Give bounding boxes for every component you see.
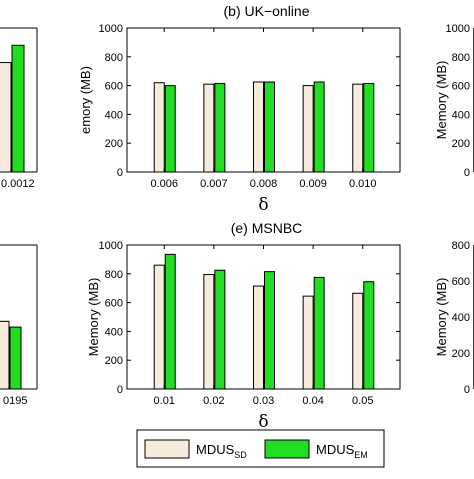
legend: MDUSSD MDUSEM xyxy=(136,429,385,468)
legend-label-em: MDUSEM xyxy=(316,442,368,460)
panel-1-title: (b) UK−online xyxy=(224,3,310,19)
panel-5-ytick-label: 800 xyxy=(452,240,470,252)
panel-2-ytick-label: 600 xyxy=(452,81,470,93)
panel-4-ylabel: Memory (MB) xyxy=(86,278,101,357)
legend-label-sd: MDUSSD xyxy=(196,442,247,460)
panel-3-bar-em xyxy=(9,326,22,390)
panel-1-xtick-label: 0.008 xyxy=(250,178,278,190)
panel-4-ytick-label: 600 xyxy=(105,298,123,310)
panel-1-xlabel: δ xyxy=(258,195,268,215)
panel-4-bar-sd xyxy=(153,264,165,390)
panel-5-ytick-label: 400 xyxy=(452,312,470,324)
panel-4-bar-sd xyxy=(203,274,215,390)
panel-2-ytick-label: 400 xyxy=(452,109,470,121)
panel-4-ytick-label: 200 xyxy=(105,355,123,367)
panel-4-xtick-label: 0.02 xyxy=(203,395,224,407)
panel-4-xtick-label: 0.01 xyxy=(154,395,175,407)
panel-4-bar-em xyxy=(264,271,275,390)
panel-1-bar-em xyxy=(264,81,275,173)
panel-0-xtick-label: 0.0012 xyxy=(1,178,35,190)
legend-swatch-em xyxy=(264,439,310,459)
panel-1-xtick-label: 0.006 xyxy=(150,178,178,190)
panel-1-ytick-label: 600 xyxy=(105,81,123,93)
panel-0-bar-sd xyxy=(0,62,12,173)
panel-1-bar-sd xyxy=(153,82,165,173)
panel-4-title: (e) MSNBC xyxy=(231,220,303,236)
panel-4-ytick-label: 400 xyxy=(105,326,123,338)
legend-label-sd-base: MDUS xyxy=(196,442,235,457)
panel-1-bar-sd xyxy=(203,83,215,173)
panel-4-bar-em xyxy=(214,269,226,390)
panel-1-ytick-label: 0 xyxy=(117,167,123,179)
panel-1-ytick-label: 1000 xyxy=(99,23,123,35)
panel-1-bar-em xyxy=(214,82,226,173)
panel-1-bar-sd xyxy=(253,81,264,173)
legend-label-em-base: MDUS xyxy=(316,442,355,457)
panel-4-bar-em xyxy=(363,281,375,390)
panel-1-ytick-label: 400 xyxy=(105,109,123,121)
panel-1-xtick-label: 0.007 xyxy=(200,178,228,190)
panel-4-bar-em xyxy=(164,253,176,390)
panel-2-ytick-label: 800 xyxy=(452,52,470,64)
panel-1-ytick-label: 200 xyxy=(105,138,123,150)
panel-4-bar-sd xyxy=(302,295,314,390)
panel-1-bar-sd xyxy=(352,83,364,173)
panel-1-bar-sd xyxy=(302,85,314,173)
panel-2-ytick-label: 0 xyxy=(464,167,470,179)
panel-1-ylabel: emory (MB) xyxy=(78,66,93,134)
panel-1-ytick-label: 800 xyxy=(105,52,123,64)
panel-1-xtick-label: 0.009 xyxy=(299,178,327,190)
panel-0-bar-em xyxy=(11,44,25,173)
panel-5-ytick-label: 200 xyxy=(452,348,470,360)
panel-4-ytick-label: 1000 xyxy=(99,240,123,252)
panel-3-xtick-label: 0195 xyxy=(3,395,27,407)
panel-1-bar-em xyxy=(313,81,325,173)
panel-5-ylabel: Memory (MB) xyxy=(434,278,449,357)
legend-swatch-sd xyxy=(144,439,190,459)
panel-4-bar-em xyxy=(313,276,325,390)
panel-4-xlabel: δ xyxy=(258,412,268,432)
panel-4-ytick-label: 800 xyxy=(105,269,123,281)
legend-label-em-sub: EM xyxy=(354,450,368,460)
legend-label-sd-sub: SD xyxy=(234,450,247,460)
panel-1-xtick-label: 0.010 xyxy=(349,178,377,190)
panel-4-xtick-label: 0.03 xyxy=(253,395,274,407)
panel-4-xtick-label: 0.04 xyxy=(302,395,323,407)
panel-4-ytick-label: 0 xyxy=(117,384,123,396)
panel-4-bar-sd xyxy=(253,285,264,390)
panel-2-ylabel: Memory (MB) xyxy=(434,61,449,140)
panel-4-bar-sd xyxy=(352,292,364,390)
panel-5-ytick-label: 600 xyxy=(452,276,470,288)
panel-4-xtick-label: 0.05 xyxy=(352,395,373,407)
panel-3-bar-sd xyxy=(0,320,10,390)
panel-2-ytick-label: 200 xyxy=(452,138,470,150)
panel-1-bar-em xyxy=(164,85,176,173)
panel-5-ytick-label: 0 xyxy=(464,384,470,396)
panel-2-ytick-label: 1000 xyxy=(446,23,470,35)
panel-1-bar-em xyxy=(363,82,375,173)
